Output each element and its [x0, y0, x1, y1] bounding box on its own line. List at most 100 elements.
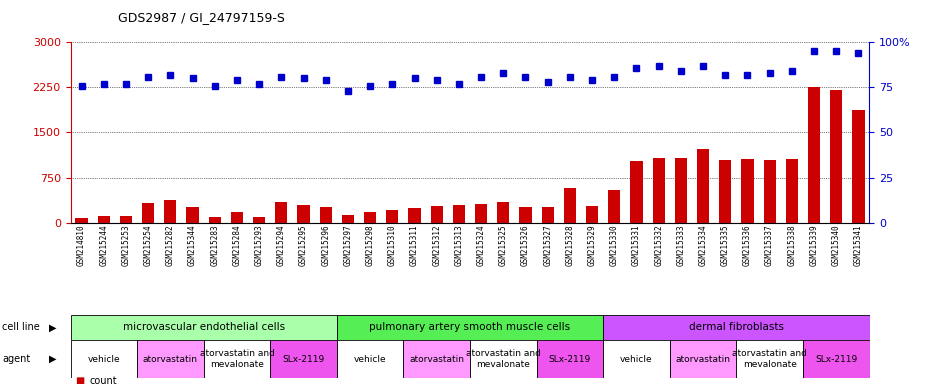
- Text: GSM215244: GSM215244: [100, 225, 108, 266]
- Text: GSM215298: GSM215298: [366, 225, 375, 266]
- Bar: [364, 212, 376, 223]
- Text: GSM215336: GSM215336: [743, 225, 752, 266]
- Bar: [403, 340, 470, 378]
- Text: GSM215329: GSM215329: [588, 225, 597, 266]
- Bar: [736, 340, 803, 378]
- Bar: [70, 315, 337, 340]
- Text: GSM215335: GSM215335: [721, 225, 729, 266]
- Text: count: count: [89, 376, 117, 384]
- Text: GSM215296: GSM215296: [321, 225, 330, 266]
- Text: GSM215295: GSM215295: [299, 225, 308, 266]
- Bar: [631, 161, 643, 223]
- Text: GSM215283: GSM215283: [211, 225, 219, 266]
- Text: SLx-2119: SLx-2119: [549, 354, 591, 364]
- Text: GSM215253: GSM215253: [121, 225, 131, 266]
- Bar: [431, 207, 443, 223]
- Text: atorvastatin: atorvastatin: [676, 354, 730, 364]
- Bar: [408, 208, 420, 223]
- Bar: [164, 200, 177, 223]
- Bar: [297, 205, 309, 223]
- Bar: [537, 340, 603, 378]
- Text: GSM215294: GSM215294: [277, 225, 286, 266]
- Text: GSM215326: GSM215326: [521, 225, 530, 266]
- Bar: [786, 159, 798, 223]
- Bar: [603, 315, 870, 340]
- Text: GSM215331: GSM215331: [632, 225, 641, 266]
- Bar: [803, 340, 870, 378]
- Bar: [586, 207, 598, 223]
- Text: GSM215311: GSM215311: [410, 225, 419, 266]
- Text: GSM215338: GSM215338: [788, 225, 796, 266]
- Text: agent: agent: [2, 354, 30, 364]
- Text: atorvastatin and
mevalonate: atorvastatin and mevalonate: [466, 349, 540, 369]
- Bar: [497, 202, 509, 223]
- Text: GSM215337: GSM215337: [765, 225, 775, 266]
- Text: GSM215324: GSM215324: [477, 225, 486, 266]
- Text: GSM215325: GSM215325: [499, 225, 508, 266]
- Text: pulmonary artery smooth muscle cells: pulmonary artery smooth muscle cells: [369, 322, 571, 333]
- Bar: [564, 188, 576, 223]
- Text: ▶: ▶: [49, 354, 56, 364]
- Text: GSM215313: GSM215313: [454, 225, 463, 266]
- Bar: [453, 205, 465, 223]
- Bar: [669, 340, 736, 378]
- Text: GSM215328: GSM215328: [565, 225, 574, 266]
- Bar: [342, 215, 354, 223]
- Bar: [98, 215, 110, 223]
- Text: SLx-2119: SLx-2119: [282, 354, 324, 364]
- Text: GSM215293: GSM215293: [255, 225, 263, 266]
- Bar: [337, 315, 603, 340]
- Bar: [470, 340, 537, 378]
- Bar: [209, 217, 221, 223]
- Bar: [608, 190, 620, 223]
- Bar: [70, 340, 137, 378]
- Bar: [204, 340, 271, 378]
- Bar: [320, 207, 332, 223]
- Bar: [186, 207, 198, 223]
- Bar: [697, 149, 709, 223]
- Text: ■: ■: [75, 376, 85, 384]
- Text: GSM215310: GSM215310: [388, 225, 397, 266]
- Bar: [253, 217, 265, 223]
- Text: microvascular endothelial cells: microvascular endothelial cells: [122, 322, 285, 333]
- Bar: [275, 202, 288, 223]
- Bar: [271, 340, 337, 378]
- Bar: [142, 204, 154, 223]
- Text: vehicle: vehicle: [620, 354, 652, 364]
- Bar: [652, 158, 665, 223]
- Text: GSM215339: GSM215339: [809, 225, 819, 266]
- Text: GSM215330: GSM215330: [610, 225, 619, 266]
- Text: vehicle: vehicle: [353, 354, 386, 364]
- Text: SLx-2119: SLx-2119: [815, 354, 857, 364]
- Bar: [742, 159, 754, 223]
- Bar: [386, 210, 399, 223]
- Text: GSM215254: GSM215254: [144, 225, 152, 266]
- Bar: [603, 340, 669, 378]
- Bar: [137, 340, 204, 378]
- Bar: [541, 207, 554, 223]
- Text: atorvastatin: atorvastatin: [143, 354, 198, 364]
- Text: atorvastatin: atorvastatin: [409, 354, 464, 364]
- Bar: [120, 216, 133, 223]
- Bar: [675, 158, 687, 223]
- Bar: [75, 218, 87, 223]
- Text: dermal fibroblasts: dermal fibroblasts: [689, 322, 784, 333]
- Bar: [830, 90, 842, 223]
- Text: GSM215340: GSM215340: [832, 225, 840, 266]
- Bar: [231, 212, 243, 223]
- Bar: [853, 110, 865, 223]
- Text: GSM214810: GSM214810: [77, 225, 86, 266]
- Text: GSM215333: GSM215333: [677, 225, 685, 266]
- Text: GSM215312: GSM215312: [432, 225, 441, 266]
- Text: GSM215284: GSM215284: [232, 225, 242, 266]
- Bar: [337, 340, 403, 378]
- Bar: [475, 204, 487, 223]
- Text: cell line: cell line: [2, 322, 39, 333]
- Text: GSM215297: GSM215297: [343, 225, 352, 266]
- Text: GSM215332: GSM215332: [654, 225, 663, 266]
- Text: vehicle: vehicle: [87, 354, 120, 364]
- Text: atorvastatin and
mevalonate: atorvastatin and mevalonate: [732, 349, 807, 369]
- Text: GSM215334: GSM215334: [698, 225, 708, 266]
- Text: atorvastatin and
mevalonate: atorvastatin and mevalonate: [199, 349, 274, 369]
- Text: GDS2987 / GI_24797159-S: GDS2987 / GI_24797159-S: [118, 12, 285, 25]
